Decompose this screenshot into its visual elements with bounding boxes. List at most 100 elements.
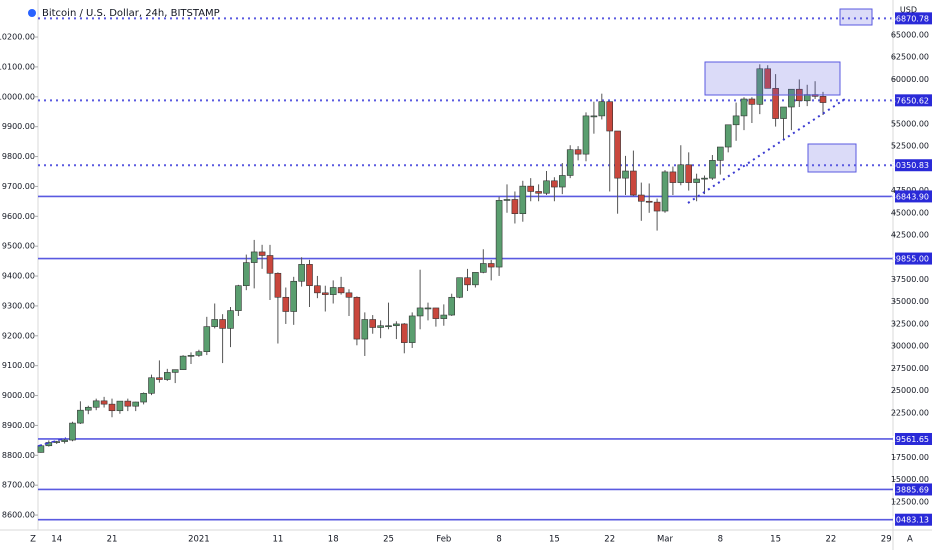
candle-body — [400, 323, 408, 343]
zone-box — [807, 143, 857, 173]
candle-body — [669, 171, 677, 183]
y-tick-label: 15000.00 — [891, 475, 929, 484]
candle-body — [574, 149, 582, 155]
level-label: 13885.69 — [891, 485, 929, 494]
candle-body — [314, 285, 321, 294]
x-tick-label: 29 — [881, 535, 892, 545]
y2-tick-label: 9200.00 — [2, 331, 35, 340]
symbol-icon — [28, 9, 36, 17]
y2-tick-label: 8600.00 — [2, 511, 35, 520]
candle-body — [701, 177, 708, 180]
level-label-bg — [895, 159, 932, 172]
x-tick-label: A — [907, 535, 913, 545]
x-tick-label: 8 — [496, 535, 501, 545]
candle-body — [219, 319, 226, 329]
x-tick-label: 14 — [51, 535, 62, 545]
candle-body — [416, 307, 424, 317]
candle-body — [630, 170, 637, 196]
candle-body — [187, 355, 195, 357]
candle-body — [179, 355, 187, 370]
candle-body — [479, 263, 487, 273]
level-label: 50350.83 — [891, 161, 929, 170]
y2-tick-label: 10200.00 — [0, 33, 35, 42]
y-tick-label: 55000.00 — [891, 119, 929, 128]
candle-body — [511, 199, 519, 214]
candle-body — [361, 319, 369, 340]
candle-body — [606, 101, 614, 132]
candle-body — [724, 124, 732, 148]
y2-tick-label: 10000.00 — [0, 92, 35, 101]
candle-body — [432, 307, 440, 319]
level-label-bg — [895, 190, 932, 203]
candle-body — [622, 170, 629, 179]
candle-body — [171, 369, 179, 373]
candle-body — [100, 400, 108, 405]
candle-body — [543, 180, 550, 194]
x-tick-label: Feb — [436, 535, 451, 545]
y2-tick-label: 9900.00 — [2, 122, 35, 131]
candle-body — [124, 400, 132, 407]
candle-body — [780, 106, 787, 119]
candle-body — [298, 264, 305, 282]
y-tick-label: 37500.00 — [891, 275, 929, 284]
candle-body — [369, 319, 377, 328]
candle-body — [393, 323, 400, 327]
zone-box — [839, 8, 873, 26]
zone-box — [704, 61, 841, 96]
candle-body — [487, 263, 495, 268]
x-tick-label: 8 — [718, 535, 723, 545]
trend-line — [37, 437, 67, 447]
candle-body — [337, 287, 345, 294]
candle-body — [519, 185, 527, 214]
candle-body — [61, 439, 68, 442]
candle-body — [274, 272, 282, 298]
candle-body — [321, 292, 329, 295]
candle-body — [235, 285, 242, 311]
candle-body — [709, 160, 716, 179]
y-tick-label: 42500.00 — [891, 231, 929, 240]
y-tick-label: 60000.00 — [891, 75, 929, 84]
candle-body — [69, 422, 76, 441]
y-tick-label: 62500.00 — [891, 53, 929, 62]
x-tick-label: Z — [30, 535, 36, 545]
candle-body — [306, 264, 313, 287]
candle-body — [243, 262, 250, 287]
candle-body — [819, 96, 827, 103]
level-label: 46843.90 — [891, 192, 929, 201]
candle-body — [116, 400, 124, 412]
y-tick-label: 52500.00 — [891, 142, 929, 151]
candle-body — [211, 319, 218, 327]
candle-body — [582, 115, 590, 155]
candle-body — [748, 98, 756, 105]
candle-body — [764, 68, 772, 89]
y2-tick-label: 9700.00 — [2, 182, 35, 191]
y-tick-label: 65000.00 — [891, 30, 929, 39]
candle-body — [693, 178, 700, 183]
candle-body — [37, 445, 45, 453]
candle-body — [551, 180, 558, 188]
level-label: 19561.65 — [891, 435, 929, 444]
candle-body — [345, 292, 353, 298]
level-label: 66870.78 — [891, 14, 929, 23]
candle-body — [503, 199, 511, 201]
candle-body — [290, 280, 298, 312]
candle-body — [772, 88, 779, 119]
candle-body — [329, 287, 337, 295]
level-label: 57650.62 — [891, 96, 929, 105]
currency-label: USD — [900, 6, 917, 15]
level-label-bg — [895, 94, 932, 107]
candle-body — [448, 296, 456, 316]
y-tick-label: 35000.00 — [891, 297, 929, 306]
candle-body — [195, 351, 203, 356]
candle-body — [456, 277, 463, 298]
candle-body — [424, 307, 432, 310]
candle-body — [203, 326, 211, 352]
candle-body — [92, 400, 100, 408]
y2-tick-label: 8800.00 — [2, 451, 35, 460]
candle-body — [377, 325, 384, 328]
candle-body — [590, 115, 598, 118]
candle-body — [495, 200, 503, 268]
y2-tick-label: 8900.00 — [2, 421, 35, 430]
y-tick-label: 30000.00 — [891, 342, 929, 351]
